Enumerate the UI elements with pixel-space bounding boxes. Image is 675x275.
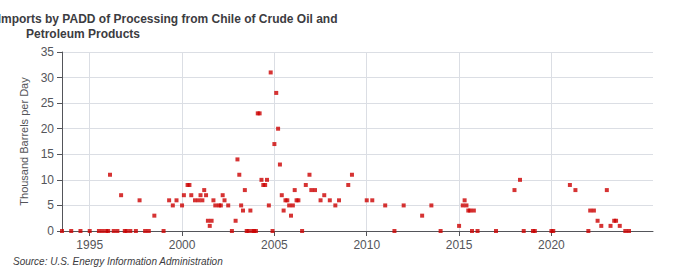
svg-text:10: 10 — [41, 173, 55, 187]
svg-text:Monthly East Coast (PADD 1) Im: Monthly East Coast (PADD 1) Imports by P… — [0, 12, 338, 26]
svg-text:30: 30 — [41, 71, 55, 85]
svg-text:25: 25 — [41, 96, 55, 110]
svg-text:Source: U.S. Energy Informatio: Source: U.S. Energy Information Administ… — [13, 256, 223, 267]
svg-text:2000: 2000 — [169, 238, 196, 252]
svg-text:Thousand Barrels per Day: Thousand Barrels per Day — [18, 77, 30, 206]
svg-text:2015: 2015 — [446, 238, 473, 252]
svg-text:0: 0 — [47, 224, 54, 238]
svg-text:2020: 2020 — [538, 238, 565, 252]
svg-text:Petroleum Products: Petroleum Products — [26, 27, 140, 41]
svg-text:15: 15 — [41, 147, 55, 161]
svg-text:1995: 1995 — [76, 238, 103, 252]
svg-text:5: 5 — [47, 198, 54, 212]
svg-text:2010: 2010 — [353, 238, 380, 252]
svg-text:2005: 2005 — [261, 238, 288, 252]
svg-text:20: 20 — [41, 122, 55, 136]
svg-text:35: 35 — [41, 45, 55, 59]
